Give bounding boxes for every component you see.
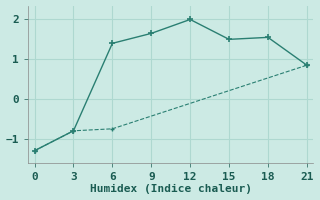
X-axis label: Humidex (Indice chaleur): Humidex (Indice chaleur) bbox=[90, 184, 252, 194]
